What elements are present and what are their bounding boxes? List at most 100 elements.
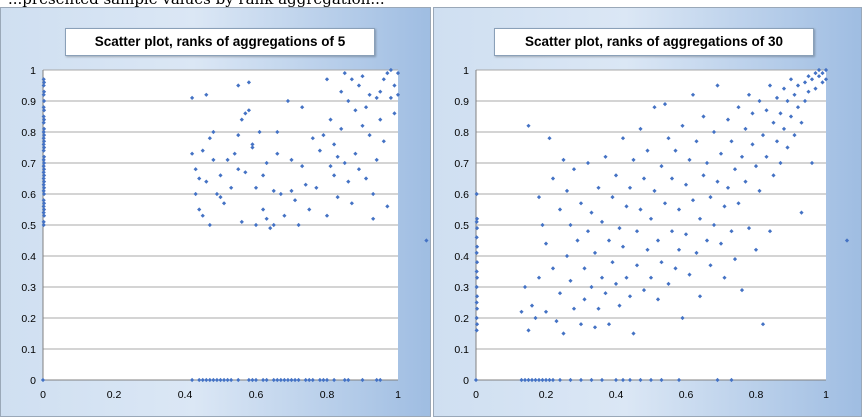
data-point-left-139 (328, 164, 333, 169)
data-point-right-203 (813, 86, 818, 91)
data-point-left-146 (339, 126, 344, 131)
data-point-right-113 (655, 297, 661, 302)
y-tick-label-left-7: 0.7 (21, 158, 36, 170)
data-point-left-38 (41, 83, 46, 88)
data-point-left-16 (41, 170, 46, 175)
data-point-left-70 (321, 377, 326, 383)
data-point-left-39 (41, 80, 47, 85)
data-point-right-146 (715, 83, 720, 88)
data-point-left-41 (190, 377, 195, 383)
data-point-left-126 (289, 157, 294, 162)
data-point-right-151 (722, 275, 727, 280)
x-tick-label-right-1: 0.2 (539, 389, 554, 401)
chart-title-right: Scatter plot, ranks of aggregations of 3… (494, 28, 814, 56)
data-point-right-30 (578, 377, 584, 383)
data-point-left-34 (41, 105, 46, 110)
data-point-right-204 (816, 67, 822, 73)
data-point-right-55 (550, 176, 556, 181)
data-point-right-9 (474, 269, 479, 274)
data-point-left-54 (250, 377, 255, 383)
data-point-right-136 (697, 216, 703, 221)
data-point-right-129 (683, 232, 689, 237)
data-point-right-85 (606, 322, 612, 327)
data-point-right-22 (533, 377, 538, 383)
data-point-left-83 (197, 207, 202, 212)
y-tick-label-right-8: 0.8 (454, 127, 469, 139)
data-point-right-33 (613, 377, 619, 383)
data-point-left-161 (367, 92, 372, 97)
data-point-right-103 (638, 207, 643, 212)
data-point-left-65 (296, 377, 301, 383)
data-point-right-110 (652, 105, 657, 110)
data-point-left-12 (41, 182, 46, 187)
data-point-right-126 (680, 123, 685, 128)
data-point-left-104 (243, 111, 248, 116)
data-point-left-78 (190, 95, 195, 100)
data-point-left-31 (41, 117, 47, 122)
data-point-right-18 (519, 377, 524, 383)
y-tick-label-left-9: 0.9 (21, 96, 36, 108)
y-tick-label-right-1: 0.1 (454, 344, 469, 356)
data-point-right-196 (802, 80, 808, 85)
data-point-left-66 (303, 377, 308, 383)
data-point-left-73 (342, 377, 347, 383)
data-point-right-97 (627, 294, 633, 299)
data-point-left-165 (374, 157, 379, 162)
data-point-left-111 (253, 185, 259, 190)
data-point-left-116 (264, 160, 269, 166)
data-point-right-52 (543, 241, 549, 246)
data-point-left-129 (300, 105, 305, 110)
data-point-left-112 (257, 129, 262, 135)
data-point-left-60 (278, 377, 283, 383)
data-point-right-65 (571, 306, 577, 311)
data-point-right-168 (753, 164, 759, 169)
data-point-left-85 (200, 148, 205, 153)
data-point-left-101 (236, 167, 241, 172)
data-point-right-161 (739, 288, 745, 293)
data-point-left-21 (41, 154, 47, 159)
x-tick-label-left-5: 1 (395, 389, 401, 401)
data-point-left-20 (41, 157, 46, 162)
data-point-left-114 (261, 207, 266, 212)
data-point-right-141 (704, 160, 710, 166)
data-point-right-32 (599, 377, 605, 383)
data-point-left-0 (40, 377, 46, 383)
data-point-right-44 (526, 328, 531, 333)
data-point-left-135 (317, 148, 322, 153)
x-tick-label-right-3: 0.6 (679, 389, 694, 401)
data-point-right-192 (795, 83, 801, 88)
data-point-left-19 (41, 160, 47, 166)
data-point-right-54 (550, 266, 556, 271)
data-point-right-147 (715, 179, 720, 184)
x-tick-label-right-0: 0 (473, 389, 479, 401)
data-point-left-46 (211, 377, 216, 383)
data-point-right-130 (687, 157, 692, 162)
data-point-right-172 (760, 133, 766, 138)
data-point-left-94 (218, 173, 223, 178)
data-point-right-90 (617, 226, 622, 231)
data-point-left-45 (207, 377, 212, 383)
data-point-right-66 (571, 167, 577, 172)
data-point-left-22 (41, 148, 46, 153)
data-point-right-35 (627, 377, 633, 383)
data-point-right-77 (592, 250, 598, 255)
data-point-left-132 (307, 207, 312, 212)
data-point-right-106 (645, 247, 650, 252)
data-point-right-34 (620, 377, 626, 383)
data-point-right-187 (785, 145, 790, 150)
data-point-right-46 (529, 303, 535, 308)
data-point-left-13 (41, 179, 47, 184)
data-point-left-63 (289, 377, 294, 383)
data-point-right-133 (690, 198, 696, 203)
data-point-right-109 (648, 275, 654, 280)
data-point-right-200 (809, 160, 815, 166)
data-point-right-38 (659, 377, 664, 383)
data-point-right-185 (781, 126, 787, 131)
data-point-left-120 (275, 129, 280, 135)
data-point-right-158 (736, 105, 741, 110)
data-point-right-149 (718, 151, 724, 156)
data-point-right-80 (599, 275, 605, 280)
data-point-right-143 (708, 195, 713, 200)
data-point-right-102 (638, 126, 643, 131)
data-point-left-30 (41, 120, 46, 125)
